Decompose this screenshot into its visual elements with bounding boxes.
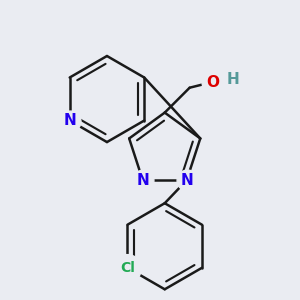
Text: Cl: Cl (120, 261, 135, 275)
Text: H: H (226, 72, 239, 87)
Text: N: N (180, 173, 193, 188)
Text: O: O (206, 75, 219, 90)
Text: N: N (63, 113, 76, 128)
Text: N: N (136, 173, 149, 188)
